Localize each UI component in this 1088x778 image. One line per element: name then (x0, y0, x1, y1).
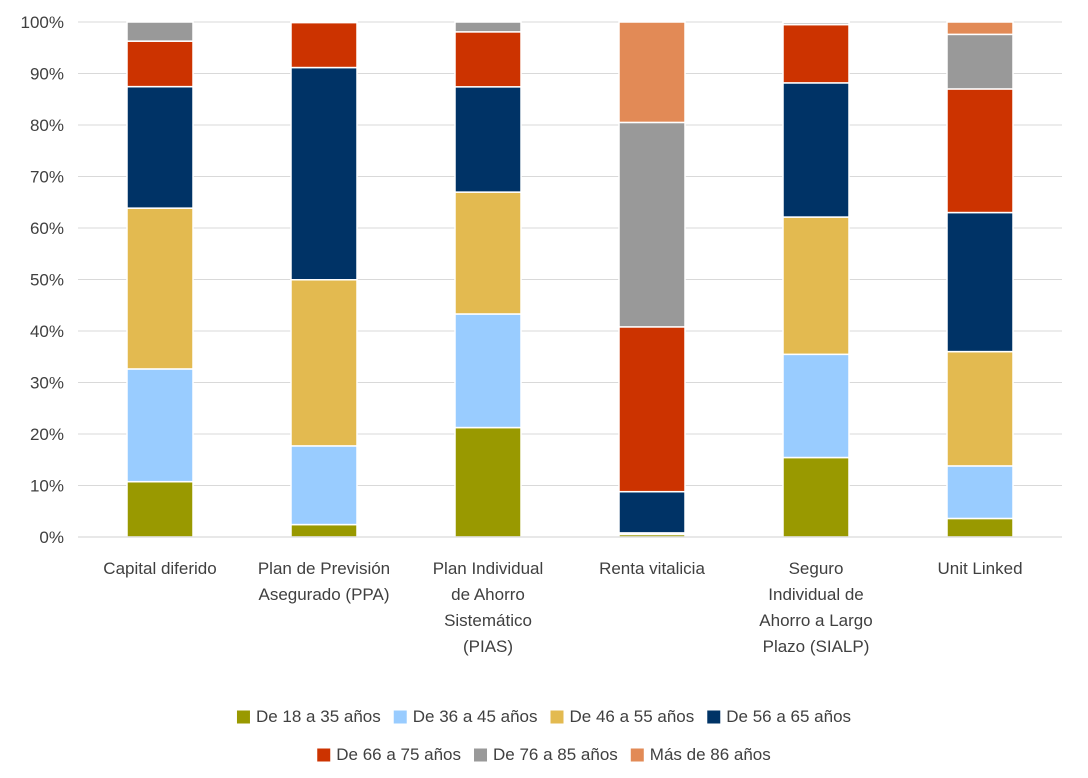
bar-segment (126, 480, 194, 538)
y-tick-label: 0% (39, 528, 64, 547)
category-label: Seguro Individual de Ahorro a Largo Plazo (… (759, 559, 872, 656)
bar-segment (454, 313, 522, 429)
legend-swatch (317, 748, 331, 762)
bar-stack (454, 21, 522, 538)
bar-stack (290, 21, 358, 538)
category-label-line: Plan Individual (433, 559, 544, 578)
y-tick-label: 100% (21, 13, 64, 32)
y-tick-label: 40% (30, 322, 64, 341)
bar-segment (290, 21, 358, 69)
legend-swatch (474, 748, 488, 762)
bar-segment (126, 207, 194, 370)
bar-segment (946, 88, 1014, 214)
bar-segment (782, 216, 850, 356)
bar-segment (290, 21, 358, 24)
bar-segment (946, 33, 1014, 90)
legend-label: De 56 a 65 años (726, 707, 851, 726)
bar-stack (946, 21, 1014, 538)
bar-segment (782, 456, 850, 538)
category-label-line: Sistemático (444, 611, 532, 630)
y-tick-label: 50% (30, 271, 64, 290)
legend-swatch (236, 710, 250, 724)
bars (126, 21, 1014, 538)
bar-segment (618, 121, 686, 328)
legend[interactable]: De 18 a 35 años De 36 a 45 años De 46 a 55… (236, 707, 851, 764)
bar-segment (454, 21, 522, 33)
category-label-line: Asegurado (PPA) (258, 585, 389, 604)
y-axis-tick-labels: 0% 10% 20% 30% 40% 50% 60% 70% 80% 90% 100% (21, 13, 64, 547)
category-label-line: Individual de (768, 585, 863, 604)
bar-segment (126, 368, 194, 483)
bar-segment (946, 211, 1014, 353)
legend-label: De 76 a 85 años (493, 745, 618, 764)
bar-segment (290, 279, 358, 447)
y-tick-label: 90% (30, 65, 64, 84)
legend-label: De 18 a 35 años (256, 707, 381, 726)
legend-item[interactable]: De 76 a 85 años (474, 745, 618, 764)
category-label: Renta vitalicia (599, 559, 705, 578)
legend-item[interactable]: Más de 86 años (630, 745, 771, 764)
bar-segment (782, 82, 850, 218)
legend-label: De 46 a 55 años (570, 707, 695, 726)
bar-segment (946, 350, 1014, 467)
legend-swatch (393, 710, 407, 724)
category-label: Plan Individual de Ahorro Sistemático (PIAS… (433, 559, 544, 656)
bar-segment (126, 21, 194, 42)
legend-label: Más de 86 años (650, 745, 771, 764)
category-label-line: Capital diferido (103, 559, 216, 578)
bar-segment (618, 326, 686, 493)
bar-segment (946, 21, 1014, 36)
y-tick-label: 70% (30, 168, 64, 187)
y-tick-label: 20% (30, 425, 64, 444)
category-label: Unit Linked (937, 559, 1022, 578)
y-tick-label: 60% (30, 219, 64, 238)
category-label-line: Unit Linked (937, 559, 1022, 578)
bar-segment (454, 86, 522, 193)
legend-item[interactable]: De 56 a 65 años (707, 707, 851, 726)
bar-segment (946, 465, 1014, 520)
category-label-line: (PIAS) (463, 637, 513, 656)
legend-item[interactable]: De 66 a 75 años (317, 745, 461, 764)
bar-segment (290, 66, 358, 281)
category-label-line: Ahorro a Largo (759, 611, 872, 630)
bar-segment (946, 517, 1014, 538)
y-tick-label: 80% (30, 116, 64, 135)
bar-segment (454, 31, 522, 88)
legend-label: De 36 a 45 años (413, 707, 538, 726)
bar-stack (126, 21, 194, 538)
bar-segment (782, 21, 850, 24)
bar-segment (126, 40, 194, 88)
bar-segment (454, 426, 522, 538)
y-tick-label: 10% (30, 477, 64, 496)
category-label-line: de Ahorro (451, 585, 525, 604)
category-labels: Capital diferido Plan de Previsión Asegura… (103, 559, 1022, 656)
category-label-line: Plan de Previsión (258, 559, 390, 578)
bar-stack (618, 21, 686, 538)
bar-segment (782, 23, 850, 84)
category-label: Plan de Previsión Asegurado (PPA) (258, 559, 390, 604)
category-label-line: Renta vitalicia (599, 559, 705, 578)
legend-swatch (550, 710, 564, 724)
gridlines (78, 21, 1062, 486)
bar-segment (126, 85, 194, 209)
bar-segment (782, 353, 850, 459)
bar-segment (290, 445, 358, 526)
bar-segment (290, 523, 358, 538)
category-label: Capital diferido (103, 559, 216, 578)
category-label-line: Plazo (SIALP) (763, 637, 870, 656)
legend-swatch (707, 710, 721, 724)
bar-segment (618, 21, 686, 124)
bar-stack (782, 21, 850, 538)
legend-label: De 66 a 75 años (336, 745, 461, 764)
legend-item[interactable]: De 36 a 45 años (393, 707, 538, 726)
legend-item[interactable]: De 46 a 55 años (550, 707, 695, 726)
category-label-line: Seguro (789, 559, 844, 578)
legend-item[interactable]: De 18 a 35 años (236, 707, 381, 726)
legend-swatch (630, 748, 644, 762)
bar-segment (454, 191, 522, 315)
bar-segment (618, 490, 686, 534)
y-tick-label: 30% (30, 374, 64, 393)
